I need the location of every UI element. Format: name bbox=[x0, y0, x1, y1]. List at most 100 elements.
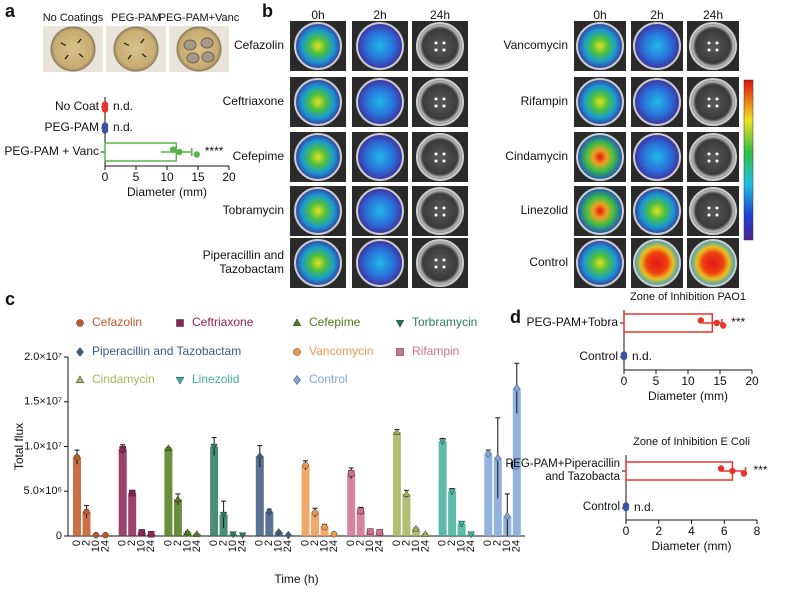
arrow bbox=[141, 53, 147, 58]
spot bbox=[434, 258, 438, 262]
x-tick-label: 20 bbox=[222, 170, 236, 184]
marker bbox=[175, 376, 185, 385]
well bbox=[689, 133, 737, 181]
row-label-box: Piperacillin and Tazobactam bbox=[203, 248, 284, 276]
spot bbox=[707, 213, 711, 217]
marker bbox=[219, 511, 228, 519]
spot bbox=[442, 258, 446, 262]
bar bbox=[484, 453, 493, 536]
legend-label: Cefazolin bbox=[92, 315, 142, 329]
x-tick-label: 0 bbox=[623, 524, 630, 538]
well bbox=[356, 78, 404, 126]
y-tick-label-box: No Coat bbox=[54, 99, 99, 114]
well bbox=[294, 133, 342, 181]
spot bbox=[434, 265, 438, 269]
x-tick-label: 2 bbox=[400, 540, 412, 546]
x-tick-label: 0 bbox=[299, 540, 311, 546]
well bbox=[576, 22, 624, 70]
marker bbox=[275, 528, 283, 537]
spot bbox=[707, 97, 711, 101]
x-tick-label: 10 bbox=[181, 540, 193, 552]
spot bbox=[442, 159, 446, 163]
well bbox=[416, 239, 464, 287]
x-tick-label: 10 bbox=[318, 540, 330, 552]
x-tick-label: 24 bbox=[374, 540, 386, 552]
spot bbox=[434, 48, 438, 52]
marker bbox=[347, 470, 355, 477]
bar bbox=[320, 527, 329, 536]
marker bbox=[438, 438, 447, 446]
x-tick-label: 10 bbox=[227, 540, 239, 552]
petri-dish bbox=[50, 26, 96, 72]
y-tick-label: 1.0×10⁷ bbox=[24, 440, 62, 452]
y-tick-label: 1.5×10⁷ bbox=[24, 396, 62, 408]
marker bbox=[330, 530, 338, 538]
well bbox=[633, 187, 681, 235]
marker bbox=[76, 319, 84, 327]
x-tick-label: 2 bbox=[126, 540, 138, 546]
spot bbox=[434, 97, 438, 101]
data-point bbox=[717, 465, 725, 472]
marker bbox=[238, 532, 247, 540]
data-point bbox=[101, 106, 109, 113]
y-tick-label: PEG-PAM+Tobra bbox=[526, 315, 618, 330]
x-tick-label: 24 bbox=[465, 540, 477, 552]
inhibition-zone bbox=[200, 37, 214, 49]
y-tick-label-box: Control bbox=[583, 501, 620, 513]
bar bbox=[625, 461, 734, 481]
marker bbox=[174, 495, 182, 502]
marker bbox=[193, 530, 201, 537]
y-tick-label: 2.0×10⁷ bbox=[24, 351, 62, 363]
x-tick-label: 24 bbox=[145, 540, 157, 552]
petri-dish bbox=[113, 26, 159, 72]
annotation: n.d. bbox=[632, 349, 652, 363]
x-axis-label: Diameter (mm) bbox=[127, 185, 207, 199]
y-tick-label-box: PEG-PAM+Tobra bbox=[526, 315, 618, 330]
x-tick-label: 4 bbox=[688, 524, 695, 538]
bar bbox=[173, 499, 182, 536]
x-tick-label: 24 bbox=[328, 540, 340, 552]
well bbox=[416, 22, 464, 70]
x-tick-label: 2 bbox=[309, 540, 321, 546]
inhibition-zone bbox=[183, 39, 197, 51]
row-label: Control bbox=[529, 255, 568, 270]
row-label: Tobramycin bbox=[222, 203, 284, 218]
marker bbox=[183, 528, 192, 536]
marker bbox=[302, 462, 309, 469]
bar bbox=[128, 493, 137, 536]
bar bbox=[512, 388, 521, 536]
well bbox=[356, 22, 404, 70]
x-tick-label: 0 bbox=[208, 540, 220, 546]
well bbox=[633, 239, 681, 287]
x-tick-label: 2 bbox=[263, 540, 275, 546]
legend-label: Cefepime bbox=[309, 315, 361, 329]
well bbox=[294, 187, 342, 235]
marker bbox=[284, 530, 292, 540]
bar bbox=[448, 491, 457, 536]
spot bbox=[442, 206, 446, 210]
well bbox=[689, 78, 737, 126]
well bbox=[633, 133, 681, 181]
x-tick-label: 10 bbox=[90, 540, 102, 552]
panel-letter: a bbox=[5, 1, 16, 21]
marker bbox=[256, 452, 264, 461]
marker bbox=[396, 348, 404, 356]
x-tick-label: 2 bbox=[492, 540, 504, 546]
marker bbox=[467, 531, 475, 539]
bar bbox=[457, 523, 466, 536]
y-tick-label: No Coat bbox=[54, 99, 99, 114]
x-tick-label: 24 bbox=[419, 540, 431, 552]
annotation: **** bbox=[205, 144, 224, 158]
x-tick-label: 15 bbox=[191, 170, 205, 184]
legend-label: Torbramycin bbox=[412, 315, 477, 329]
well bbox=[294, 78, 342, 126]
marker bbox=[292, 318, 302, 327]
x-tick-label: 2 bbox=[446, 540, 458, 546]
annotation: *** bbox=[731, 315, 745, 329]
data-point bbox=[622, 504, 630, 512]
time-label: 24h bbox=[703, 8, 723, 22]
x-axis-label: Diameter (mm) bbox=[652, 539, 732, 553]
arrow bbox=[77, 38, 82, 44]
marker bbox=[412, 524, 420, 532]
